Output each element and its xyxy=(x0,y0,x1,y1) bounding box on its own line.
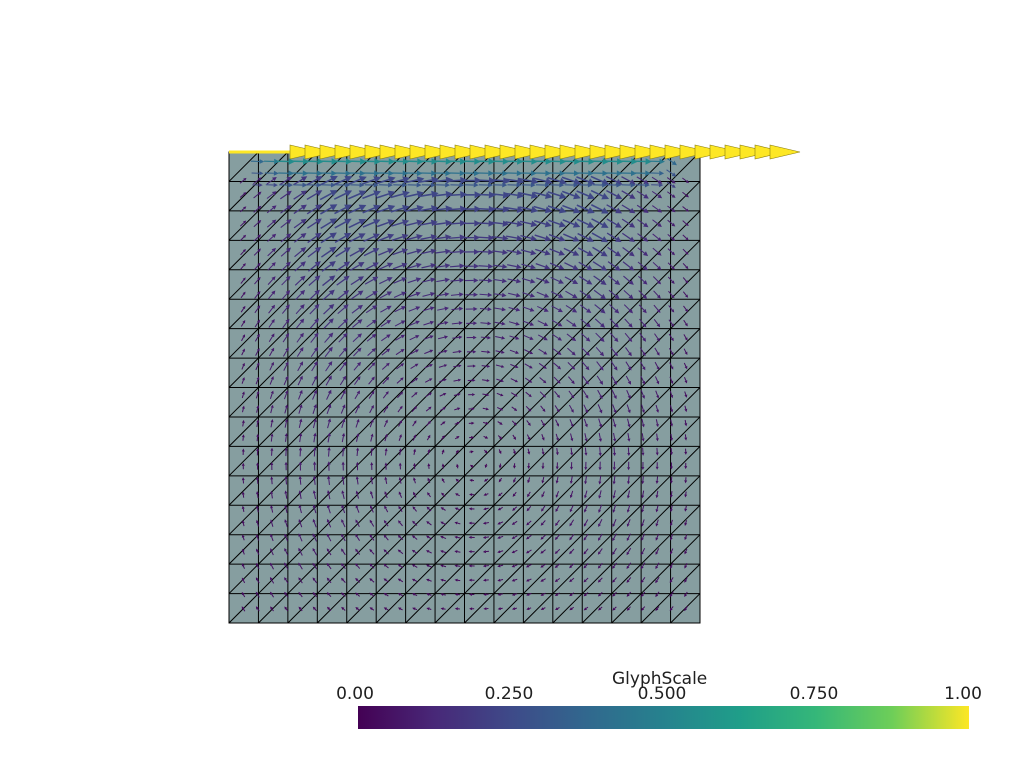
colorbar-tick-0: 0.00 xyxy=(336,684,374,704)
colorbar-tick-1: 0.250 xyxy=(485,684,534,704)
colorbar-tick-3: 0.750 xyxy=(790,684,839,704)
colorbar-tick-4: 1.00 xyxy=(944,684,982,704)
colorbar-gradient xyxy=(358,706,969,729)
lid-glyph xyxy=(770,145,800,159)
colorbar-tick-2: 0.500 xyxy=(638,684,687,704)
